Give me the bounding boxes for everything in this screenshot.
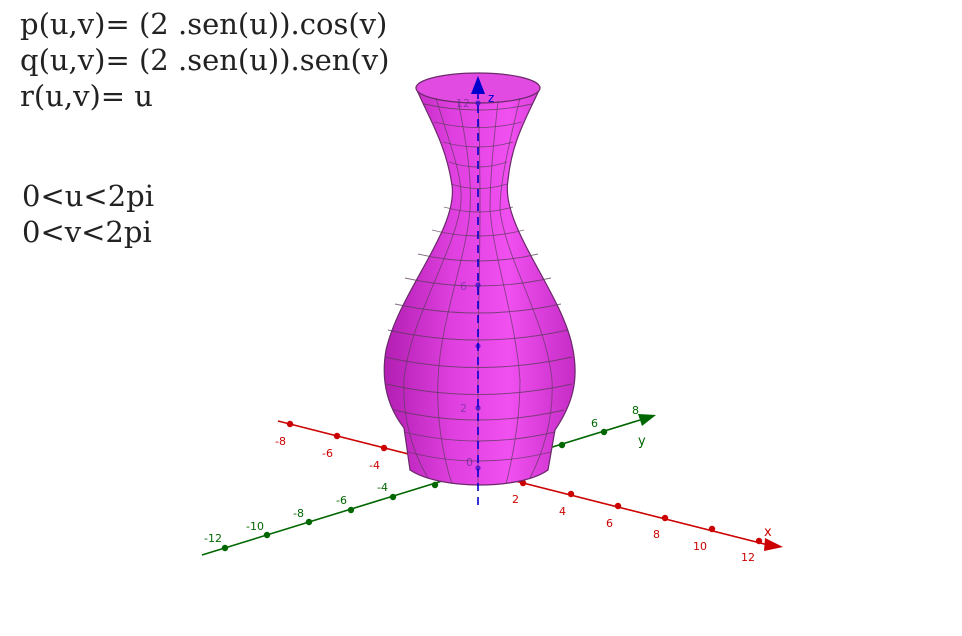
y-tick-label: -6 — [336, 494, 347, 507]
x-tick-label: -6 — [322, 447, 333, 460]
y-tick-label: -10 — [246, 520, 264, 533]
x-axis-points — [286, 420, 763, 545]
z-tick-label: 12 — [456, 97, 470, 110]
vase-surface — [383, 72, 576, 488]
x-tick-label: 8 — [653, 528, 660, 541]
range-u: 0<u<2pi — [22, 179, 155, 213]
x-axis-label: x — [764, 525, 772, 540]
x-tick-label: 10 — [693, 540, 707, 553]
x-tick-label: 2 — [512, 493, 519, 506]
x-tick-label: -4 — [369, 459, 380, 472]
x-arrow-icon — [764, 538, 783, 551]
x-tick-label: 12 — [741, 551, 755, 564]
equation-q: q(u,v)= (2 .sen(u)).sen(v) — [20, 43, 390, 77]
x-axis: -8 -6 -4 2 4 6 8 10 12 x — [275, 420, 783, 564]
y-tick-label: -8 — [293, 507, 304, 520]
y-arrow-icon — [638, 414, 656, 426]
y-axis-points — [221, 428, 608, 552]
x-tick-label: 6 — [606, 517, 613, 530]
z-arrow-icon — [471, 76, 485, 94]
z-axis-points — [475, 100, 481, 471]
y-tick-label: -4 — [377, 481, 388, 494]
z-axis-label: z — [488, 91, 494, 105]
z-axis: z 12 6 2 0 — [456, 76, 494, 505]
origin-label: 0 — [466, 456, 473, 469]
y-axis-label: y — [638, 434, 646, 449]
x-tick-label: 4 — [559, 505, 566, 518]
y-tick-label: 6 — [591, 417, 598, 430]
y-axis: -12 -10 -8 -6 -4 6 8 y — [201, 404, 656, 556]
z-tick-label: 2 — [460, 402, 467, 415]
equation-r: r(u,v)= u — [20, 79, 153, 113]
y-tick-label: 8 — [632, 404, 639, 417]
z-tick-label: 6 — [460, 280, 467, 293]
range-v: 0<v<2pi — [22, 215, 152, 249]
x-tick-label: -8 — [275, 435, 286, 448]
y-tick-label: -12 — [204, 532, 222, 545]
equation-p: p(u,v)= (2 .sen(u)).cos(v) — [20, 7, 388, 41]
